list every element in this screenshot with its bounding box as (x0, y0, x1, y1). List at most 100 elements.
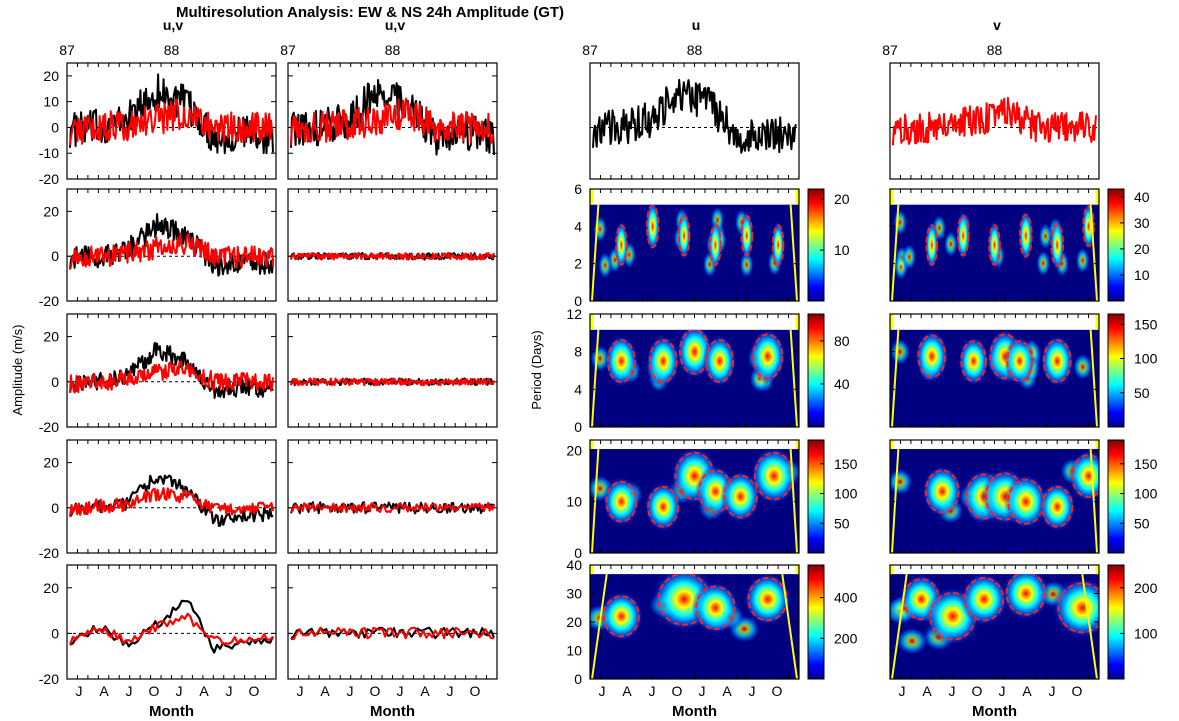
column-title-2: u,v (385, 17, 405, 33)
column-title-3: u (692, 17, 701, 33)
panel-c4-r3-contour (960, 340, 987, 382)
panel-c4-r3-coi-left (891, 329, 900, 428)
panel-c1-r1-ytick-label: 10 (43, 94, 59, 110)
panel-c4-r5-contour (1005, 574, 1047, 616)
panel-c4-r2-colorbar-label: 10 (1134, 267, 1150, 283)
panel-c4-r3-colorbar-label: 100 (1134, 351, 1158, 367)
panel-c3-r1-series-u (592, 78, 797, 154)
panel-c3-r4-blob (644, 481, 682, 532)
panel-c4-r3-colorbar (1107, 313, 1125, 428)
month-label: J (397, 683, 404, 699)
panel-c3-r3-coi-right (789, 329, 798, 428)
year-label-87: 87 (882, 42, 898, 58)
panel-c4-r5-blob (960, 574, 1009, 626)
panel-c3-r5-coi-left (591, 573, 608, 680)
panel-c4-r5-blob (1052, 577, 1099, 639)
month-label: J (126, 683, 133, 699)
panel-c1-r4-ytick-label: 20 (43, 455, 59, 471)
panel-c3-r5-ytick-label: 30 (566, 586, 582, 602)
month-label: A (622, 683, 632, 699)
panel-c1-r1-bg (67, 63, 276, 179)
month-label: J (649, 683, 656, 699)
panel-c3-r2-contour (740, 214, 754, 257)
panel-c3-r2-contour (677, 214, 691, 257)
panel-c4-r3-colorbar-label: 150 (1134, 316, 1158, 332)
panel-c4-r5-blank (890, 565, 1099, 575)
panel-c2-r2-bg (288, 189, 497, 301)
panel-c3-r3-ytick-label: 8 (574, 344, 582, 360)
panel-c3-r3-ytick-label: 0 (574, 419, 582, 435)
panel-c3-r5-colorbar (807, 564, 825, 680)
panel-c2-r1-series-v (290, 97, 495, 146)
panel-c3-r4-contour (605, 480, 638, 523)
panel-c3-r5-blob (599, 591, 644, 642)
panel-c3-r3-ytick-label: 12 (566, 306, 582, 322)
panel-c2-r5-series-v (290, 626, 495, 641)
panel-c4-r3-contour (1006, 340, 1033, 382)
panel-c1-r5-ytick-label: 20 (43, 580, 59, 596)
panel-c4-r3-field (890, 329, 1093, 391)
panel-c3-r4-field (590, 449, 799, 532)
panel-c3-r3-blob (604, 334, 639, 388)
panel-c3-r2-coi-right (789, 204, 798, 302)
year-label-88: 88 (687, 42, 703, 58)
panel-c4-r2-field (893, 204, 1096, 281)
panel-c2-r4-bg (288, 440, 497, 553)
month-label: A (722, 683, 732, 699)
panel-c3-r5-coi-right (781, 573, 798, 680)
panel-c4-r2-coi-right (1089, 204, 1098, 302)
panel-c4-r4-colorbar-label: 100 (1134, 486, 1158, 502)
panel-c4-r2-blob (1075, 247, 1090, 274)
panel-c4-r4-colorbar-label: 150 (1134, 456, 1158, 472)
panel-c2-r5-bg (288, 565, 497, 679)
panel-c4-r2-blob (1036, 249, 1051, 277)
panel-c3-r4-blank (590, 440, 799, 450)
ylabel-period: Period (Days) (529, 330, 544, 409)
panel-c4-r4-blob (921, 465, 963, 518)
panel-c4-r5-field (890, 574, 1099, 655)
month-label: O (470, 683, 481, 699)
panel-c3-r4-blob (750, 449, 798, 505)
panel-c3-r4-ytick-label: 0 (574, 545, 582, 561)
panel-c3-r5-contour (747, 577, 788, 622)
panel-c1-r5-ytick-label: 0 (51, 625, 59, 641)
panel-c4-r5-blob (896, 627, 929, 655)
panel-c4-r3-blob (890, 338, 911, 366)
panel-c1-r1-ytick-label: -20 (39, 171, 59, 187)
panel-c1-r4-ytick-label: -20 (39, 545, 59, 561)
panel-c4-r3-blob (1072, 353, 1093, 381)
panel-c3-r5-colorbar-label: 200 (834, 630, 858, 646)
panel-c3-r2-ytick-label: 2 (574, 256, 582, 272)
panel-c3-r5-colorbar-label: 400 (834, 590, 858, 606)
panel-c3-r5-ytick-label: 20 (566, 614, 582, 630)
panel-c4-r2-colorbar-label: 30 (1134, 215, 1150, 231)
panel-c3-r2-colorbar (807, 188, 825, 302)
panel-c3-r2-ytick-label: 0 (574, 293, 582, 309)
panel-c3-r2-contour (771, 224, 785, 266)
panel-c4-r2-contour (988, 224, 1001, 266)
panel-c1-r3-series-v (69, 360, 274, 394)
panel-c4-r4-colorbar (1107, 439, 1125, 554)
panel-c1-r1-ytick-label: -10 (39, 145, 59, 161)
month-label: A (922, 683, 932, 699)
panel-c4-r5-coi-left (891, 573, 908, 680)
month-label: O (972, 683, 983, 699)
month-label: A (99, 683, 109, 699)
figure-title: Multiresolution Analysis: EW & NS 24h Am… (176, 4, 564, 21)
panel-c3-r4-blob (602, 476, 641, 527)
column-title-4: v (993, 17, 1001, 33)
column-title-1: u,v (163, 17, 183, 33)
panel-c3-r5-contour (602, 595, 640, 638)
month-label: O (149, 683, 160, 699)
panel-c4-r4-contour (1071, 453, 1099, 498)
panel-c2-r4-series-v (290, 502, 495, 514)
panel-c4-r2-colorbar-label: 20 (1134, 241, 1150, 257)
panel-c4-r2-colorbar (1107, 188, 1125, 302)
panel-c1-r1-ytick-label: 20 (43, 68, 59, 84)
panel-c3-r2-coi-left (591, 204, 600, 302)
panel-c1-r1-ytick-label: 0 (51, 119, 59, 135)
panel-c4-r2-contour (925, 224, 939, 266)
panel-c3-r5-ytick-label: 40 (566, 557, 582, 573)
panel-c1-r3-ytick-label: 0 (51, 374, 59, 390)
